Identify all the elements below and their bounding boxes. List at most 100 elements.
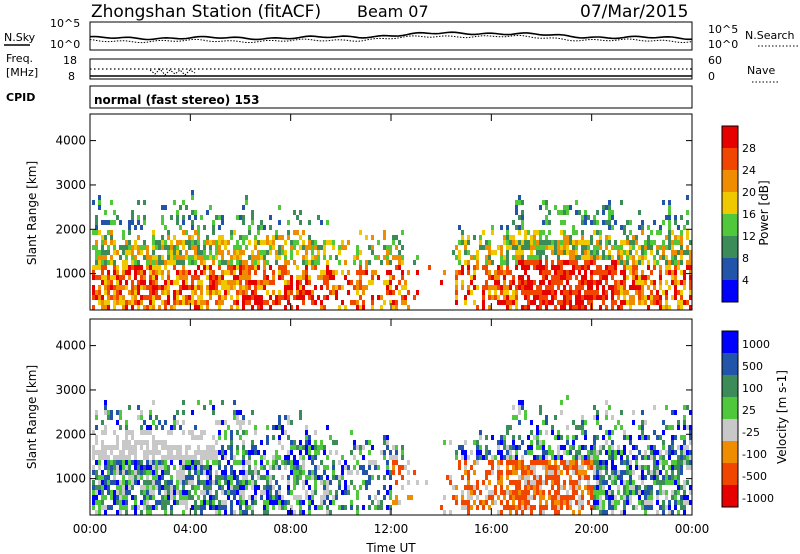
heatmap-cell: [659, 275, 662, 280]
heatmap-cell: [233, 245, 236, 250]
heatmap-cell: [575, 230, 578, 235]
heatmap-cell: [128, 230, 131, 235]
heatmap-cell: [485, 485, 488, 490]
heatmap-cell: [407, 305, 410, 310]
heatmap-cell: [476, 440, 479, 445]
heatmap-cell: [563, 260, 566, 265]
heatmap-cell: [611, 285, 614, 290]
heatmap-cell: [140, 295, 143, 300]
heatmap-cell: [92, 430, 95, 435]
heatmap-cell: [638, 435, 641, 440]
heatmap-cell: [542, 230, 545, 235]
heatmap-cell: [278, 235, 281, 240]
heatmap-cell: [137, 470, 140, 475]
heatmap-cell: [587, 260, 590, 265]
heatmap-cell: [515, 260, 518, 265]
heatmap-cell: [101, 240, 104, 245]
heatmap-cell: [395, 255, 398, 260]
heatmap-cell: [605, 255, 608, 260]
heatmap-cell: [467, 260, 470, 265]
heatmap-cell: [467, 455, 470, 460]
heatmap-cell: [206, 285, 209, 290]
heatmap-cell: [230, 475, 233, 480]
heatmap-cell: [293, 460, 296, 465]
heatmap-cell: [632, 470, 635, 475]
heatmap-cell: [599, 280, 602, 285]
heatmap-cell: [116, 215, 119, 220]
heatmap-cell: [482, 505, 485, 510]
heatmap-cell: [266, 260, 269, 265]
heatmap-cell: [224, 435, 227, 440]
heatmap-cell: [644, 465, 647, 470]
heatmap-cell: [236, 290, 239, 295]
heatmap-cell: [479, 235, 482, 240]
heatmap-cell: [632, 505, 635, 510]
heatmap-cell: [101, 480, 104, 485]
heatmap-cell: [101, 270, 104, 275]
heatmap-cell: [125, 430, 128, 435]
heatmap-cell: [125, 465, 128, 470]
heatmap-cell: [599, 475, 602, 480]
heatmap-cell: [245, 500, 248, 505]
heatmap-cell: [596, 415, 599, 420]
heatmap-cell: [407, 270, 410, 275]
heatmap-cell: [293, 210, 296, 215]
heatmap-cell: [632, 275, 635, 280]
heatmap-cell: [329, 510, 332, 515]
heatmap-cell: [503, 260, 506, 265]
heatmap-cell: [287, 285, 290, 290]
heatmap-cell: [443, 440, 446, 445]
heatmap-cell: [677, 460, 680, 465]
heatmap-cell: [647, 295, 650, 300]
heatmap-cell: [671, 295, 674, 300]
heatmap-cell: [341, 505, 344, 510]
heatmap-cell: [248, 295, 251, 300]
heatmap-cell: [179, 285, 182, 290]
heatmap-cell: [167, 260, 170, 265]
heatmap-cell: [317, 295, 320, 300]
heatmap-cell: [548, 300, 551, 305]
heatmap-cell: [305, 490, 308, 495]
heatmap-cell: [395, 300, 398, 305]
heatmap-cell: [509, 505, 512, 510]
heatmap-cell: [488, 495, 491, 500]
heatmap-cell: [323, 445, 326, 450]
heatmap-cell: [527, 505, 530, 510]
heatmap-cell: [479, 450, 482, 455]
heatmap-cell: [659, 245, 662, 250]
heatmap-cell: [278, 435, 281, 440]
heatmap-cell: [254, 300, 257, 305]
heatmap-cell: [614, 495, 617, 500]
heatmap-cell: [143, 465, 146, 470]
heatmap-cell: [539, 445, 542, 450]
heatmap-cell: [296, 480, 299, 485]
heatmap-cell: [386, 280, 389, 285]
heatmap-cell: [620, 270, 623, 275]
heatmap-cell: [593, 470, 596, 475]
heatmap-cell: [170, 215, 173, 220]
heatmap-cell: [284, 305, 287, 310]
heatmap-cell: [626, 260, 629, 265]
heatmap-cell: [242, 270, 245, 275]
heatmap-cell: [662, 255, 665, 260]
heatmap-cell: [299, 275, 302, 280]
heatmap-cell: [311, 475, 314, 480]
heatmap-cell: [608, 270, 611, 275]
heatmap-cell: [611, 305, 614, 310]
heatmap-cell: [620, 240, 623, 245]
heatmap-cell: [497, 475, 500, 480]
heatmap-cell: [179, 475, 182, 480]
heatmap-cell: [242, 265, 245, 270]
heatmap-cell: [563, 290, 566, 295]
heatmap-cell: [545, 255, 548, 260]
heatmap-cell: [566, 250, 569, 255]
heatmap-cell: [230, 285, 233, 290]
heatmap-cell: [470, 290, 473, 295]
heatmap-cell: [653, 285, 656, 290]
heatmap-cell: [215, 290, 218, 295]
heatmap-cell: [161, 290, 164, 295]
heatmap-cell: [359, 450, 362, 455]
heatmap-cell: [524, 305, 527, 310]
heatmap-cell: [149, 505, 152, 510]
heatmap-cell: [344, 485, 347, 490]
